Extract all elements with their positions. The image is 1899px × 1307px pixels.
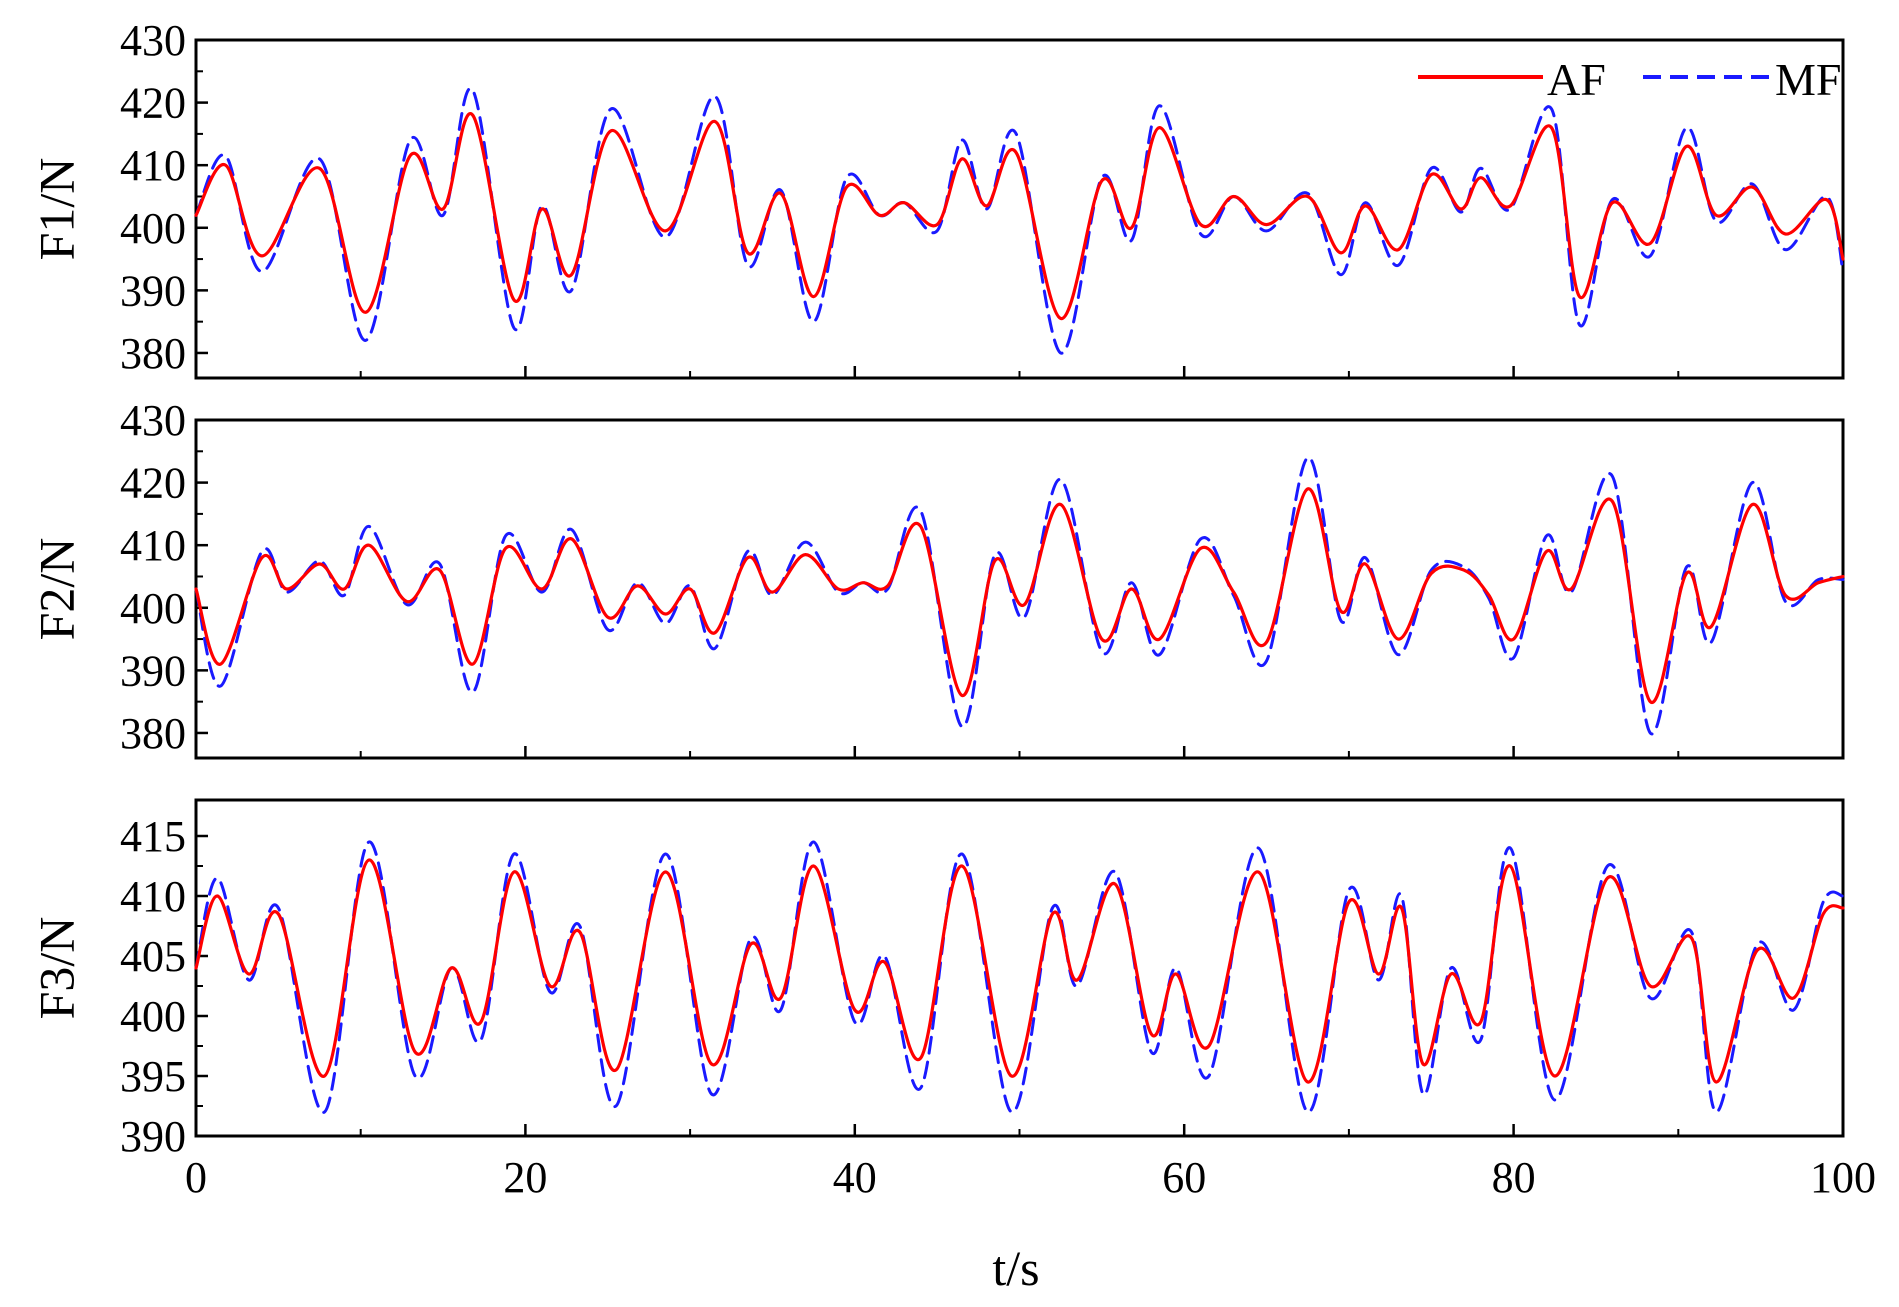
- y-axis-title-f2: F2/N: [28, 538, 84, 641]
- y-tick-label-f2-390: 390: [120, 646, 186, 695]
- y-tick-label-f3-395: 395: [120, 1052, 186, 1101]
- series-line-af-f2: [194, 487, 1845, 704]
- y-tick-label-f1-430: 430: [120, 16, 186, 65]
- y-tick-label-f2-400: 400: [120, 584, 186, 633]
- y-tick-label-f3-410: 410: [120, 872, 186, 921]
- legend-label-mf: MF: [1775, 54, 1841, 105]
- panel-f2: F2/N 380 390 400 410 420 430: [28, 396, 1845, 760]
- y-tick-label-f2-430: 430: [120, 396, 186, 445]
- marks-f1: 380 390 400 410 420 430: [120, 16, 1845, 378]
- x-tick-label-60: 60: [1162, 1153, 1206, 1202]
- x-tick-label-80: 80: [1492, 1153, 1536, 1202]
- series-line-af-f1: [194, 112, 1845, 321]
- y-tick-label-f1-400: 400: [120, 204, 186, 253]
- y-axis-title-f3: F3/N: [28, 917, 84, 1020]
- panel-f1: F1/N 380 390 400 410 420 430: [28, 16, 1845, 380]
- x-tick-label-100: 100: [1810, 1153, 1876, 1202]
- series-line-mf-f3: [194, 840, 1845, 1114]
- y-tick-label-f1-410: 410: [120, 141, 186, 190]
- x-axis-title: t/s: [992, 1240, 1039, 1296]
- y-tick-label-f2-420: 420: [120, 459, 186, 508]
- y-tick-label-f2-380: 380: [120, 709, 186, 758]
- x-tick-label-40: 40: [833, 1153, 877, 1202]
- marks-f2: 380 390 400 410 420 430: [120, 396, 1845, 758]
- y-tick-label-f3-390: 390: [120, 1112, 186, 1161]
- panel-f3: F3/N 390 395 400 405 410 415 0 20 40 60 80 100: [28, 798, 1876, 1202]
- legend: AF MF: [1418, 54, 1841, 105]
- y-tick-label-f3-405: 405: [120, 932, 186, 981]
- series-line-af-f3: [194, 858, 1845, 1084]
- y-tick-label-f1-390: 390: [120, 266, 186, 315]
- y-tick-label-f3-415: 415: [120, 812, 186, 861]
- y-tick-label-f2-410: 410: [120, 521, 186, 570]
- x-tick-label-20: 20: [503, 1153, 547, 1202]
- marks-f3: 390 395 400 405 410 415 0 20 40 60 80 100: [120, 812, 1876, 1202]
- legend-label-af: AF: [1547, 54, 1606, 105]
- y-axis-title-f1: F1/N: [28, 158, 84, 261]
- y-tick-label-f1-380: 380: [120, 329, 186, 378]
- y-tick-label-f1-420: 420: [120, 79, 186, 128]
- y-tick-label-f3-400: 400: [120, 992, 186, 1041]
- x-tick-label-0: 0: [185, 1153, 207, 1202]
